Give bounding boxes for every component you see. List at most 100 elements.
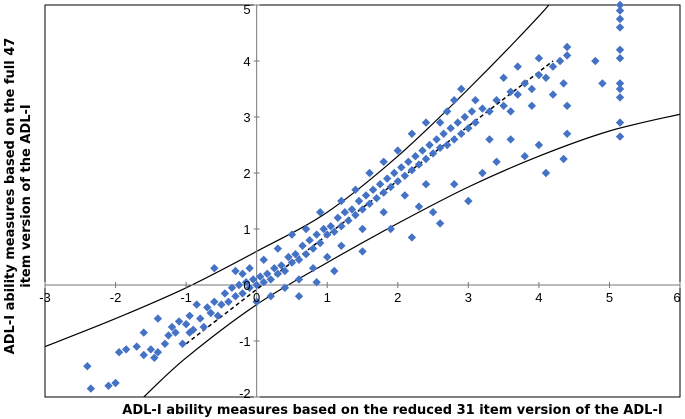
data-point xyxy=(199,322,208,332)
data-point xyxy=(150,353,159,362)
data-point xyxy=(323,230,332,239)
x-tick-label: -3 xyxy=(39,290,51,305)
x-tick-label: 1 xyxy=(324,290,331,305)
data-point xyxy=(506,87,515,96)
tick-labels: -3 -2 -1 0 1 2 3 4 5 6 -2 -1 0 1 2 3 4 5 xyxy=(39,2,680,401)
data-point xyxy=(354,196,364,206)
data-point xyxy=(591,56,600,66)
data-point xyxy=(273,244,283,253)
data-point xyxy=(421,118,431,127)
data-point xyxy=(365,199,374,208)
data-point xyxy=(139,350,148,360)
data-point xyxy=(460,112,470,122)
data-point xyxy=(234,280,244,290)
data-point xyxy=(121,345,131,354)
x-tick-label: -1 xyxy=(180,290,192,305)
data-point xyxy=(450,96,459,105)
y-axis-title: ADL-I ability measures based on the full… xyxy=(3,38,34,355)
data-point xyxy=(615,0,625,10)
data-point xyxy=(238,289,247,298)
data-point xyxy=(562,42,572,52)
data-point xyxy=(273,269,283,278)
data-point xyxy=(615,14,625,24)
data-point xyxy=(534,140,544,150)
data-point xyxy=(615,118,625,127)
data-point xyxy=(284,252,293,262)
data-point xyxy=(555,56,565,66)
data-point xyxy=(450,180,459,189)
data-point xyxy=(263,269,272,278)
data-point xyxy=(210,264,219,273)
data-point xyxy=(213,311,223,320)
data-point xyxy=(252,297,261,306)
data-point xyxy=(344,216,353,225)
data-point xyxy=(358,205,367,214)
data-point xyxy=(446,124,455,133)
data-point xyxy=(153,348,163,357)
data-point xyxy=(111,378,120,388)
data-point xyxy=(457,84,466,94)
data-point xyxy=(178,339,187,348)
data-point xyxy=(404,157,413,166)
data-point xyxy=(541,73,551,82)
data-point xyxy=(499,101,508,110)
data-point xyxy=(351,210,360,220)
data-point xyxy=(471,118,480,127)
data-point xyxy=(453,118,462,127)
data-point xyxy=(171,328,180,337)
plot-area-border xyxy=(44,4,681,398)
data-point xyxy=(167,322,177,332)
y-tick-label: 3 xyxy=(243,110,250,125)
data-point xyxy=(562,101,572,110)
data-point xyxy=(181,320,191,329)
data-point xyxy=(457,129,466,138)
y-tick-label: 0 xyxy=(243,278,250,293)
data-point xyxy=(277,261,286,270)
data-point xyxy=(255,272,265,281)
data-point xyxy=(615,132,625,141)
data-point xyxy=(615,79,625,88)
data-point xyxy=(368,185,378,194)
data-point xyxy=(86,384,96,393)
data-point xyxy=(414,160,424,169)
data-point xyxy=(188,325,198,334)
x-tick-label: 2 xyxy=(394,290,401,305)
data-point xyxy=(407,166,417,175)
data-point xyxy=(294,292,304,301)
data-point xyxy=(287,230,297,239)
data-point xyxy=(534,70,544,80)
data-point xyxy=(164,331,173,340)
y-tick-label: 1 xyxy=(243,222,250,237)
data-point xyxy=(231,266,240,276)
data-point xyxy=(400,171,410,180)
data-point xyxy=(397,163,406,172)
data-point xyxy=(548,90,558,99)
data-point xyxy=(432,135,441,144)
data-point xyxy=(513,62,522,71)
data-point xyxy=(245,264,254,273)
data-point xyxy=(248,275,258,284)
data-point xyxy=(337,241,346,250)
data-point xyxy=(464,124,473,133)
data-point xyxy=(382,174,392,183)
data-point xyxy=(527,101,537,110)
data-point xyxy=(562,129,572,138)
data-point xyxy=(478,168,487,178)
data-point xyxy=(160,339,170,348)
data-point xyxy=(372,194,381,203)
data-point xyxy=(203,303,212,312)
data-point xyxy=(428,208,438,217)
data-point xyxy=(520,79,529,88)
data-point xyxy=(442,140,452,150)
data-point xyxy=(241,278,251,287)
data-point xyxy=(333,213,343,222)
data-point xyxy=(386,224,395,234)
data-point xyxy=(294,275,304,284)
data-point xyxy=(615,84,625,94)
data-point xyxy=(435,143,445,152)
limit-curve-0 xyxy=(45,5,550,348)
data-point xyxy=(450,135,459,144)
y-tick-label: 2 xyxy=(243,166,250,181)
data-point xyxy=(224,297,233,306)
